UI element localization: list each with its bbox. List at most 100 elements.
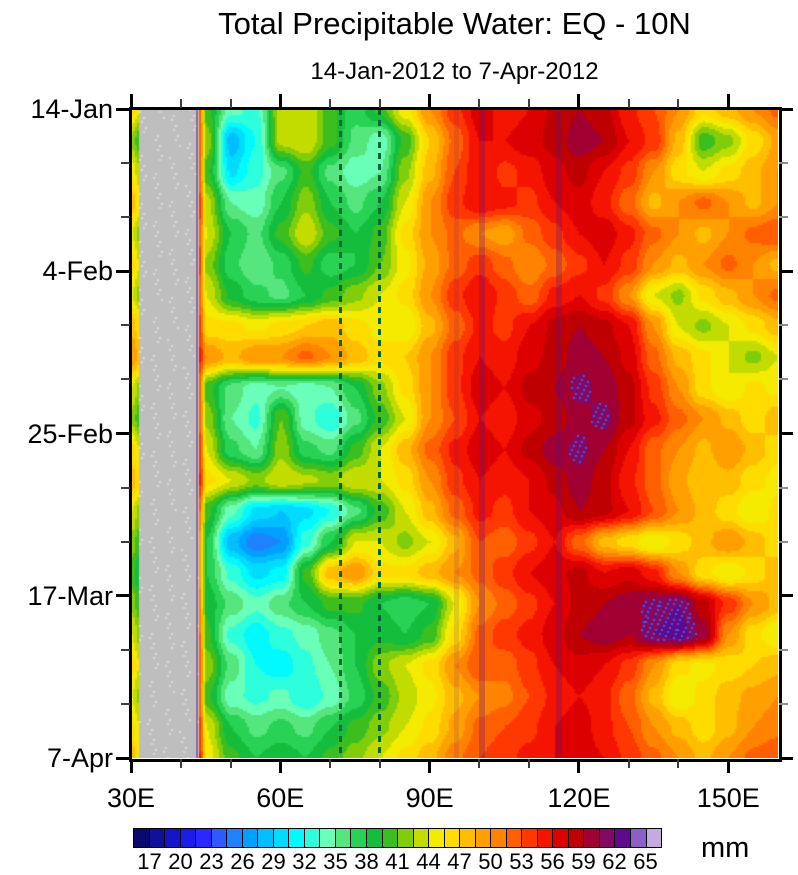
- x-major-tick-bottom: [129, 759, 133, 773]
- colorbar-cell: [366, 829, 383, 847]
- colorbar-tick-label: 62: [602, 849, 627, 874]
- colorbar-tick-label: 20: [168, 849, 193, 874]
- y-major-tick-right: [779, 594, 793, 598]
- colorbar-cell: [398, 829, 414, 847]
- y-tick-label: 25-Feb: [27, 418, 113, 449]
- colorbar-tick-label: 59: [571, 849, 596, 874]
- colorbar-cell: [631, 829, 647, 847]
- colorbar-cell: [413, 829, 430, 847]
- x-minor-tick-bottom: [329, 759, 332, 768]
- y-minor-tick-left: [121, 324, 130, 327]
- dashed-reference-line: [378, 109, 382, 758]
- colorbar-cell: [568, 829, 585, 847]
- colorbar-cell: [242, 829, 259, 847]
- y-minor-tick-left: [121, 216, 130, 219]
- x-tick-label: 60E: [256, 783, 305, 813]
- x-minor-tick-top: [179, 99, 182, 108]
- y-major-tick-left: [116, 756, 130, 760]
- colorbar-cell: [196, 829, 212, 847]
- y-minor-tick-left: [121, 378, 130, 381]
- x-major-tick-bottom: [428, 759, 432, 773]
- y-tick-label: 14-Jan: [30, 94, 113, 124]
- colorbar-tick-label: 23: [199, 849, 224, 874]
- colorbar-cell: [382, 829, 399, 847]
- x-minor-tick-bottom: [478, 759, 481, 768]
- y-major-tick-right: [779, 432, 793, 435]
- y-minor-tick-right: [779, 216, 788, 219]
- colorbar: [133, 828, 662, 848]
- colorbar-cell: [335, 829, 352, 847]
- x-tick-label: 30E: [106, 783, 156, 813]
- colorbar-cell: [258, 829, 274, 847]
- x-minor-tick-bottom: [378, 759, 381, 768]
- y-minor-tick-right: [779, 162, 788, 165]
- y-major-tick-left: [116, 107, 130, 111]
- colorbar-cell: [522, 829, 538, 847]
- moist-streak-overlay: [478, 109, 485, 758]
- colorbar-tick-label: 50: [478, 849, 503, 874]
- y-minor-tick-right: [779, 648, 788, 651]
- y-minor-tick-left: [121, 162, 130, 165]
- y-tick-label: 4-Feb: [42, 256, 113, 287]
- x-minor-tick-bottom: [229, 759, 232, 768]
- plot-subtitle: 14-Jan-2012 to 7-Apr-2012: [310, 58, 599, 85]
- y-minor-tick-right: [779, 378, 788, 381]
- y-tick-label: 7-Apr: [46, 743, 113, 773]
- x-major-tick-top: [577, 94, 581, 108]
- x-minor-tick-top: [378, 99, 381, 108]
- colorbar-cell: [460, 829, 476, 847]
- colorbar-cell: [615, 829, 631, 847]
- colorbar-cell: [584, 829, 600, 847]
- y-major-tick-right: [779, 269, 793, 273]
- colorbar-cell: [646, 829, 662, 847]
- dashed-reference-line: [338, 109, 342, 758]
- x-minor-tick-bottom: [677, 759, 680, 768]
- colorbar-tick-label: 41: [385, 849, 410, 874]
- y-tick-label: 17-Mar: [27, 580, 113, 611]
- x-minor-tick-bottom: [627, 759, 630, 768]
- y-minor-tick-right: [779, 702, 788, 705]
- colorbar-cell: [180, 829, 197, 847]
- moist-streak-overlay: [196, 109, 199, 758]
- y-minor-tick-left: [121, 648, 130, 651]
- colorbar-tick-label: 29: [261, 849, 286, 874]
- colorbar-tick-label: 35: [323, 849, 348, 874]
- colorbar-cell: [444, 829, 461, 847]
- colorbar-cell: [273, 829, 290, 847]
- x-major-tick-bottom: [278, 759, 282, 773]
- heatmap-canvas: [131, 109, 778, 758]
- y-minor-tick-left: [121, 486, 130, 489]
- x-major-tick-top: [278, 94, 282, 108]
- x-minor-tick-top: [329, 99, 332, 108]
- y-major-tick-right: [779, 756, 793, 760]
- colorbar-tick-label: 53: [509, 849, 534, 874]
- x-minor-tick-top: [627, 99, 630, 108]
- colorbar-cell: [289, 829, 305, 847]
- colorbar-cell: [211, 829, 228, 847]
- x-tick-label: 150E: [696, 783, 760, 813]
- x-major-tick-bottom: [577, 759, 581, 773]
- colorbar-cell: [351, 829, 367, 847]
- plot-area: [116, 94, 793, 773]
- y-major-tick-left: [116, 594, 130, 598]
- colorbar-cell: [134, 829, 150, 847]
- y-minor-tick-right: [779, 324, 788, 327]
- y-minor-tick-left: [121, 702, 130, 705]
- colorbar-cell: [304, 829, 321, 847]
- colorbar-units: mm: [701, 832, 750, 864]
- y-major-tick-right: [779, 107, 793, 111]
- colorbar-tick-label: 56: [540, 849, 565, 874]
- moist-streak-overlay: [454, 109, 460, 758]
- x-major-tick-top: [129, 94, 133, 108]
- colorbar-cell: [165, 829, 181, 847]
- colorbar-cell: [149, 829, 166, 847]
- colorbar-tick-label: 32: [292, 849, 317, 874]
- colorbar-cell: [506, 829, 523, 847]
- colorbar-tick-label: 17: [137, 849, 162, 874]
- colorbar-tick-label: 47: [447, 849, 472, 874]
- colorbar-cell: [537, 829, 554, 847]
- colorbar-tick-label: 44: [416, 849, 441, 874]
- x-tick-label: 90E: [405, 783, 454, 813]
- colorbar-tick-label: 26: [230, 849, 255, 874]
